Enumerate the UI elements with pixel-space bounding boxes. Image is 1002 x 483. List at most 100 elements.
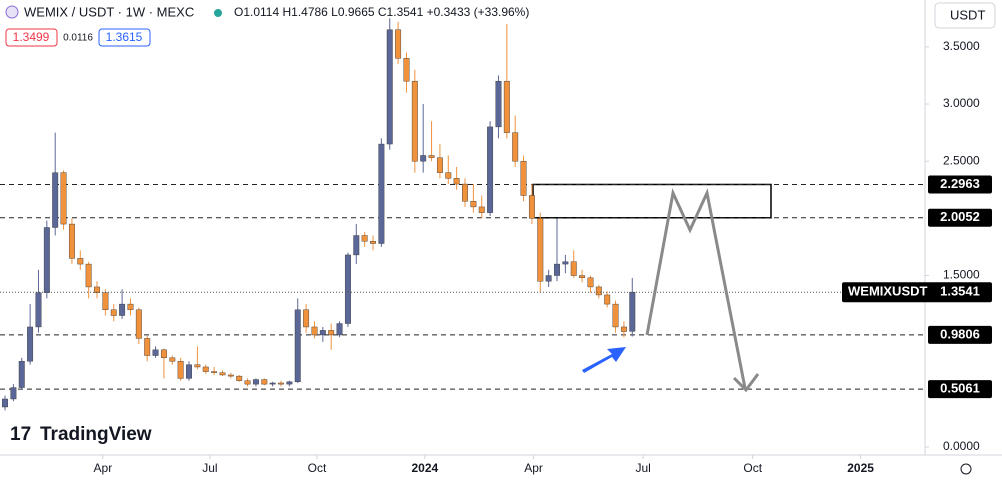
candle-body — [43, 227, 50, 293]
level-label-bg — [928, 175, 992, 194]
candle-body — [428, 155, 435, 158]
candle-body — [85, 263, 92, 288]
ohlc-legend: O1.0114 H1.4786 L0.9665 C1.3541 +0.3433 … — [234, 5, 529, 19]
candle-body — [629, 291, 636, 332]
header: WEMIX / USDT · 1W · MEXC O1.0114 H1.4786… — [5, 2, 996, 475]
candle-body — [60, 172, 67, 225]
status-dot — [214, 9, 222, 17]
candle-body — [303, 309, 310, 328]
candle-body — [595, 286, 602, 296]
candle-body — [211, 371, 218, 373]
candle-body — [620, 326, 627, 332]
candle-body — [102, 292, 109, 311]
candle-body — [35, 292, 42, 328]
candle-body — [110, 309, 117, 316]
candle-body — [252, 379, 259, 385]
ask-price[interactable]: 1.3615 — [106, 30, 143, 44]
candle-body — [403, 58, 410, 82]
candle-body — [294, 309, 301, 383]
level-label-bg — [928, 380, 992, 399]
candle-body — [77, 258, 84, 265]
candle-body — [269, 382, 276, 385]
candle-body — [286, 381, 293, 385]
level-label: 2.0052 — [940, 209, 980, 224]
level-label: 0.5061 — [940, 381, 980, 396]
x-tick-label: 2025 — [847, 461, 874, 475]
candle-body — [395, 29, 402, 59]
candle-body — [495, 80, 502, 128]
brand-mark: 17 — [10, 424, 31, 445]
candle-body — [445, 172, 452, 179]
candle-body — [545, 275, 552, 282]
candle-body — [386, 29, 393, 145]
candle-body — [152, 349, 159, 356]
currency-button[interactable] — [934, 2, 996, 29]
x-tick-label: Jul — [635, 461, 650, 475]
plot-area — [0, 18, 925, 411]
level-label-bg — [928, 208, 992, 227]
candle-body — [487, 126, 494, 213]
candle-body — [336, 323, 343, 336]
y-tick-label: 3.5000 — [943, 39, 980, 53]
candle-body — [319, 330, 326, 336]
candle-body — [202, 366, 209, 372]
candle-body — [370, 241, 376, 244]
candle-body — [261, 379, 268, 385]
candle-body — [470, 201, 477, 208]
candle-body — [219, 372, 226, 376]
y-tick-label: 0.0000 — [943, 439, 980, 453]
candle-body — [227, 374, 234, 377]
candle-body — [378, 143, 385, 244]
candle-body — [68, 223, 75, 259]
level-label: 0.9806 — [940, 326, 980, 341]
projection-path — [645, 188, 747, 389]
brand-name: TradingView — [40, 424, 152, 445]
bid-price[interactable]: 1.3499 — [13, 30, 50, 44]
candle-body — [10, 387, 17, 400]
candle-body — [186, 364, 192, 379]
x-tick-label: Oct — [308, 461, 327, 475]
spread: 0.0116 — [63, 33, 93, 44]
candle-body — [127, 303, 134, 311]
candle-body — [94, 286, 100, 293]
candle-body — [420, 155, 427, 162]
candle-body — [604, 294, 611, 305]
candle-body — [119, 303, 126, 316]
candle-body — [411, 80, 418, 162]
candle-body — [328, 330, 335, 336]
buy-button[interactable] — [98, 28, 151, 47]
x-tick-label: Apr — [94, 461, 113, 475]
level-label: 2.2963 — [940, 176, 980, 191]
candle-body — [160, 349, 167, 359]
level-label-bg — [928, 325, 992, 344]
candle-body — [453, 178, 460, 185]
candle-body — [520, 160, 527, 196]
candle-body — [177, 361, 184, 379]
candle-body — [144, 338, 151, 356]
x-tick-label: Apr — [524, 461, 543, 475]
candle-body — [436, 157, 443, 173]
candle-body — [512, 132, 519, 162]
x-tick-label: 2024 — [412, 461, 439, 475]
candle-body — [528, 195, 535, 219]
candle-body — [537, 218, 544, 282]
symbol-title: WEMIX / USDT · 1W · MEXC — [24, 4, 194, 19]
settings-icon[interactable] — [960, 463, 972, 475]
x-tick-label: Oct — [743, 461, 762, 475]
x-tick-label: Jul — [202, 461, 217, 475]
y-tick-label: 1.5000 — [943, 268, 980, 282]
projection-arrowhead — [732, 373, 760, 393]
candle-body — [587, 277, 594, 288]
currency-label[interactable]: USDT — [950, 7, 985, 22]
candle-body — [612, 303, 619, 328]
candle-body — [27, 326, 34, 362]
candle-body — [503, 80, 510, 133]
sell-button[interactable] — [5, 28, 58, 47]
symbol-icon — [5, 5, 19, 19]
candle-body — [52, 172, 59, 228]
candle-body — [361, 235, 368, 242]
candle-body — [344, 254, 351, 324]
candle-body — [554, 263, 560, 276]
